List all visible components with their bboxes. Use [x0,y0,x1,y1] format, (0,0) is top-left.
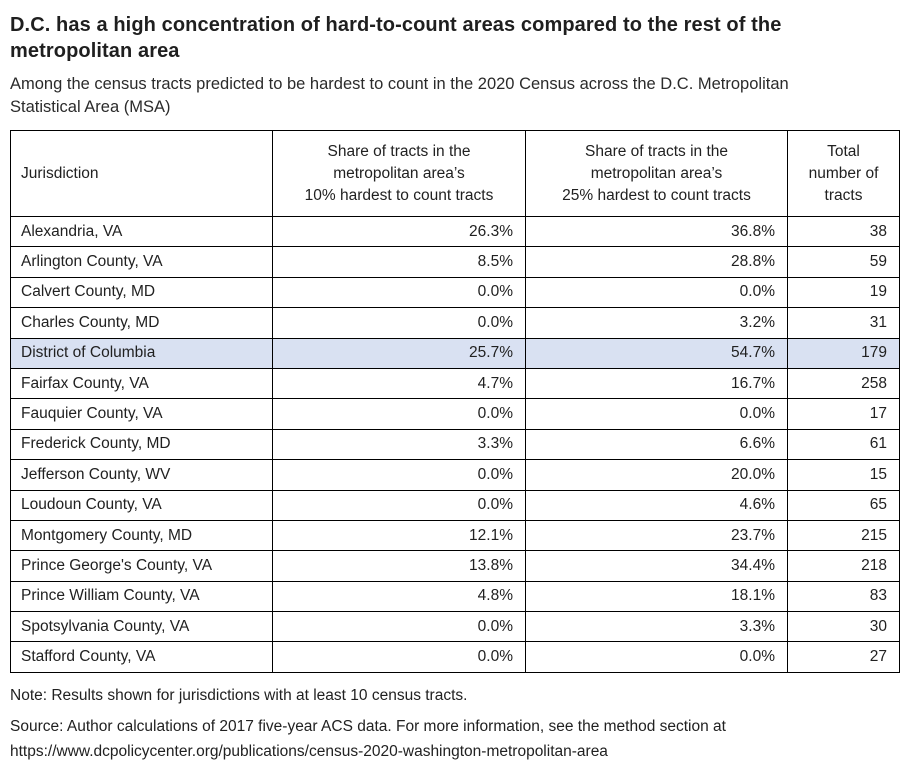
share-10pct-cell: 0.0% [272,276,526,309]
share-10pct-cell: 0.0% [272,459,526,491]
jurisdiction-cell: Jefferson County, WV [10,459,273,491]
table-row: Charles County, MD 0.0% 3.2% 31 [10,307,900,339]
share-25pct-cell: 54.7% [525,337,788,369]
jurisdiction-cell: District of Columbia [10,337,273,369]
table-row: Spotsylvania County, VA 0.0% 3.3% 30 [10,611,900,643]
table-body: Alexandria, VA 26.3% 36.8% 38 Arlington Coun… [10,215,900,673]
total-tracts-cell: 27 [787,641,900,673]
jurisdiction-cell: Charles County, MD [10,307,273,339]
share-25pct-cell: 34.4% [525,550,788,582]
total-tracts-cell: 258 [787,367,900,400]
table-row: Montgomery County, MD 12.1% 23.7% 215 [10,519,900,552]
figure-note: Note: Results shown for jurisdictions wi… [10,686,468,704]
table-row: Calvert County, MD 0.0% 0.0% 19 [10,276,900,309]
jurisdiction-cell: Loudoun County, VA [10,489,273,521]
total-tracts-cell: 15 [787,459,900,491]
jurisdiction-cell: Stafford County, VA [10,641,273,673]
share-10pct-cell: 13.8% [272,550,526,582]
jurisdiction-cell: Alexandria, VA [10,215,273,248]
jurisdiction-cell: Prince William County, VA [10,580,273,613]
total-tracts-cell: 61 [787,428,900,461]
table-row: Alexandria, VA 26.3% 36.8% 38 [10,215,900,248]
total-tracts-cell: 31 [787,307,900,339]
share-10pct-cell: 0.0% [272,398,526,430]
share-10pct-cell: 4.8% [272,580,526,613]
figure-subtitle: Among the census tracts predicted to be … [10,75,789,116]
total-tracts-cell: 30 [787,611,900,643]
jurisdiction-cell: Arlington County, VA [10,246,273,278]
data-table: Jurisdiction Share of tracts in the metr… [10,130,900,673]
figure-title: D.C. has a high concentration of hard-to… [10,14,782,62]
table-row: Fairfax County, VA 4.7% 16.7% 258 [10,367,900,400]
jurisdiction-cell: Calvert County, MD [10,276,273,309]
table-header-row: Jurisdiction Share of tracts in the metr… [10,130,900,217]
jurisdiction-cell: Spotsylvania County, VA [10,611,273,643]
share-10pct-cell: 4.7% [272,367,526,400]
table-row: Stafford County, VA 0.0% 0.0% 27 [10,641,900,673]
total-tracts-cell: 179 [787,337,900,369]
total-tracts-cell: 19 [787,276,900,309]
share-10pct-cell: 8.5% [272,246,526,278]
share-25pct-cell: 0.0% [525,276,788,309]
share-10pct-cell: 26.3% [272,215,526,248]
total-tracts-cell: 218 [787,550,900,582]
table-row: Arlington County, VA 8.5% 28.8% 59 [10,246,900,278]
share-25pct-cell: 20.0% [525,459,788,491]
share-10pct-cell: 12.1% [272,519,526,552]
table-row: Frederick County, MD 3.3% 6.6% 61 [10,428,900,461]
share-25pct-cell: 6.6% [525,428,788,461]
share-25pct-cell: 23.7% [525,519,788,552]
share-25pct-cell: 0.0% [525,398,788,430]
share-10pct-cell: 25.7% [272,337,526,369]
share-25pct-cell: 3.3% [525,611,788,643]
share-10pct-cell: 0.0% [272,611,526,643]
total-tracts-cell: 59 [787,246,900,278]
jurisdiction-cell: Prince George's County, VA [10,550,273,582]
share-25pct-cell: 16.7% [525,367,788,400]
total-tracts-cell: 215 [787,519,900,552]
total-tracts-cell: 38 [787,215,900,248]
column-header-total-tracts: Total number of tracts [787,130,900,217]
share-10pct-cell: 0.0% [272,641,526,673]
column-header-share-25pct: Share of tracts in the metropolitan area… [525,130,788,217]
total-tracts-cell: 65 [787,489,900,521]
table-row: Prince George's County, VA 13.8% 34.4% 218 [10,550,900,582]
share-25pct-cell: 3.2% [525,307,788,339]
column-header-jurisdiction: Jurisdiction [10,130,273,217]
share-10pct-cell: 0.0% [272,307,526,339]
share-25pct-cell: 4.6% [525,489,788,521]
share-10pct-cell: 3.3% [272,428,526,461]
jurisdiction-cell: Montgomery County, MD [10,519,273,552]
table-row: District of Columbia 25.7% 54.7% 179 [10,337,900,369]
jurisdiction-cell: Frederick County, MD [10,428,273,461]
share-25pct-cell: 28.8% [525,246,788,278]
figure-source: Source: Author calculations of 2017 five… [10,717,726,760]
share-25pct-cell: 18.1% [525,580,788,613]
jurisdiction-cell: Fauquier County, VA [10,398,273,430]
table-header: Jurisdiction Share of tracts in the metr… [10,130,900,217]
share-25pct-cell: 0.0% [525,641,788,673]
table-row: Jefferson County, WV 0.0% 20.0% 15 [10,459,900,491]
total-tracts-cell: 17 [787,398,900,430]
table-row: Fauquier County, VA 0.0% 0.0% 17 [10,398,900,430]
jurisdiction-cell: Fairfax County, VA [10,367,273,400]
table-row: Prince William County, VA 4.8% 18.1% 83 [10,580,900,613]
share-25pct-cell: 36.8% [525,215,788,248]
table-row: Loudoun County, VA 0.0% 4.6% 65 [10,489,900,521]
share-10pct-cell: 0.0% [272,489,526,521]
column-header-share-10pct: Share of tracts in the metropolitan area… [272,130,526,217]
total-tracts-cell: 83 [787,580,900,613]
